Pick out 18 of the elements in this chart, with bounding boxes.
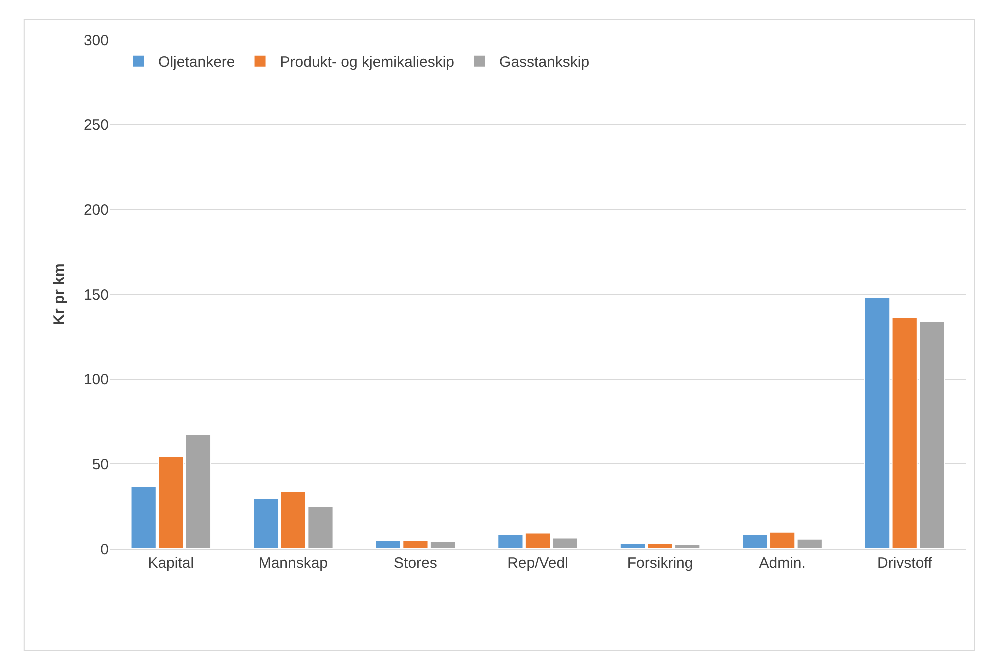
x-tick-label: Admin. (759, 555, 806, 572)
x-tick-label: Drivstoff (877, 555, 934, 572)
x-tick-label: Kapital (148, 555, 194, 572)
y-tick-label: 150 (84, 286, 109, 304)
legend-label: Oljetankere (158, 54, 236, 72)
x-tick-label: Mannskap (258, 555, 328, 572)
x-tick-label: Forsikring (627, 555, 694, 572)
x-tick-label: Rep/Vedl (508, 555, 568, 572)
y-tick-label: 250 (84, 117, 109, 134)
y-tick-label: 100 (84, 372, 109, 389)
y-tick-label: 300 (84, 32, 109, 50)
y-axis-title: Kr pr km (51, 264, 68, 326)
y-tick-label: 50 (92, 456, 109, 474)
y-tick-label: 0 (100, 541, 109, 558)
y-tick-label: 200 (84, 202, 109, 219)
legend-label: Gasstankskip (500, 54, 590, 72)
x-tick-label: Stores (394, 555, 438, 572)
legend-label: Produkt- og kjemikalieskip (280, 54, 455, 72)
